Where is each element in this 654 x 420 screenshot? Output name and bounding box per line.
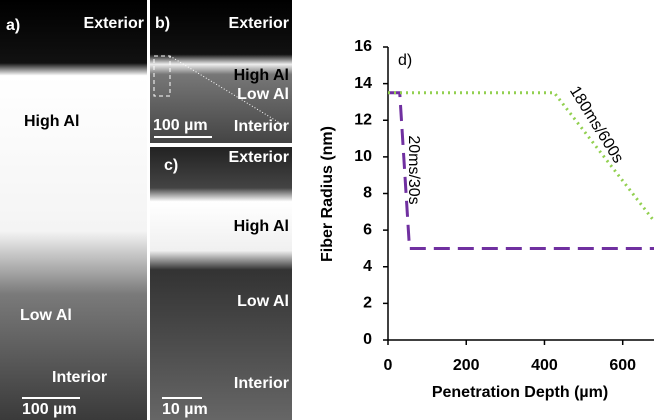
y-tick-label: 0 xyxy=(363,331,372,348)
x-tick-label: 600 xyxy=(609,357,636,374)
panel-label: b) xyxy=(155,15,170,32)
y-axis-title: Fiber Radius (nm) xyxy=(319,126,336,262)
y-tick-label: 14 xyxy=(354,75,372,92)
scale-label: 100 µm xyxy=(22,401,77,418)
image-b xyxy=(150,0,292,143)
region-label: Interior xyxy=(234,118,289,135)
region-label: High Al xyxy=(234,218,289,235)
inset-box xyxy=(153,55,171,97)
panel-label: a) xyxy=(6,17,20,34)
image-c xyxy=(150,147,292,420)
series-line xyxy=(388,91,654,222)
series-label: 20ms/30s xyxy=(405,135,422,204)
chart-d: d) Penetration Depth (µm) Fiber Radius (… xyxy=(319,38,654,401)
series-line xyxy=(388,91,654,250)
region-label: Low Al xyxy=(237,86,289,103)
x-tick-label: 200 xyxy=(453,357,480,374)
y-tick-label: 16 xyxy=(354,38,372,55)
y-tick-label: 12 xyxy=(354,111,372,128)
y-tick-label: 8 xyxy=(363,185,372,202)
region-label: Exterior xyxy=(229,149,289,166)
y-tick-label: 6 xyxy=(363,221,372,238)
x-axis-title: Penetration Depth (µm) xyxy=(432,384,608,401)
y-tick-label: 4 xyxy=(363,258,372,275)
region-label: High Al xyxy=(234,67,289,84)
panel-label: d) xyxy=(398,52,412,69)
region-label: Exterior xyxy=(84,15,144,32)
panel-label: c) xyxy=(164,157,178,174)
micrograph-a: a) Exterior High Al Low Al Interior 100 … xyxy=(0,0,147,420)
region-label: Exterior xyxy=(229,15,289,32)
region-label: Interior xyxy=(234,375,289,392)
series-label: 180ms/600s xyxy=(566,83,627,166)
y-tick-label: 10 xyxy=(354,148,372,165)
micrograph-c: c) Exterior High Al Low Al Interior 10 µ… xyxy=(150,147,292,420)
region-label: Low Al xyxy=(20,307,72,324)
scale-label: 10 µm xyxy=(162,401,208,418)
inset-line xyxy=(169,55,289,129)
x-tick-label: 0 xyxy=(384,357,393,374)
scale-label: 100 µm xyxy=(153,117,208,134)
image-a xyxy=(0,0,147,420)
micrograph-b: b) Exterior High Al Low Al Interior 100 … xyxy=(150,0,292,143)
x-tick-label: 400 xyxy=(531,357,558,374)
region-label: Low Al xyxy=(237,293,289,310)
region-label: Interior xyxy=(52,369,107,386)
y-tick-label: 2 xyxy=(363,295,372,312)
region-label: High Al xyxy=(24,113,79,130)
